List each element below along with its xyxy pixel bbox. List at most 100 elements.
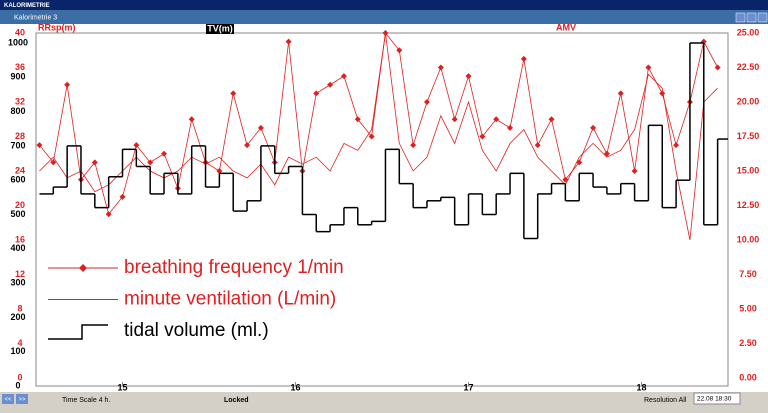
diamond-marker [479,133,486,140]
y2-tick-label: 25.00 [737,27,760,37]
diamond-marker [147,159,154,166]
diamond-marker [91,159,98,166]
y-tick-label: 28 [15,131,25,141]
diamond-marker [105,211,112,218]
diamond-marker [133,142,140,149]
y3-tick-label: 400 [10,243,25,253]
y3-tick-label: 900 [10,72,25,82]
prev-button[interactable] [2,394,14,404]
y2-axis-title: AMV [556,22,576,32]
next-button[interactable] [16,394,28,404]
legend-label: breathing frequency 1/min [124,257,344,278]
y3-tick-label: 300 [10,277,25,287]
y3-tick-label: 100 [10,346,25,356]
diamond-marker [520,55,527,62]
next-label: >> [18,397,26,403]
y2-tick-label: 17.50 [737,131,760,141]
diamond-marker [36,142,43,149]
x-tick-label: 16 [290,382,300,392]
plot-area [35,32,729,387]
y3-tick-label: 0 [15,380,20,390]
legend-symbol [48,324,108,340]
y2-tick-label: 12.50 [737,200,760,210]
diamond-marker [673,142,680,149]
diamond-marker [368,133,375,140]
y-tick-label: 12 [15,269,25,279]
y3-tick-label: 200 [10,312,25,322]
y-tick-label: 24 [15,165,25,175]
diamond-marker [188,116,195,123]
x-tick-label: 17 [463,382,473,392]
tv-label-box [206,24,234,34]
status-bar [0,392,768,408]
y2-tick-label: 22.50 [737,62,760,72]
plot: 0481216202428323640010020030040050060070… [8,27,759,392]
diamond-marker [645,64,652,71]
diamond-marker [493,116,500,123]
y-tick-label: 16 [15,234,25,244]
diamond-marker [534,142,541,149]
window-title: KALORIMETRIE [4,3,50,9]
timestamp-box[interactable] [693,392,741,405]
x-tick-label: 15 [117,382,127,392]
y3-tick-label: 1000 [8,37,28,47]
y-tick-label: 32 [15,96,25,106]
diamond-marker [64,81,71,88]
diamond-marker [161,150,168,157]
diamond-marker [548,116,555,123]
diamond-marker [465,73,472,80]
diamond-marker [285,38,292,45]
subtitle-bar [0,10,768,24]
y3-tick-label: 700 [10,140,25,150]
series-line [39,32,718,215]
legend-marker [79,264,87,272]
status: Locked [224,397,249,404]
diamond-marker [257,124,264,131]
window-subtitle: Kalorimetrie 3 [14,14,57,21]
diamond-marker [354,116,361,123]
prev-label: << [4,397,12,403]
legend-label: minute ventilation (L/min) [124,289,336,310]
diamond-marker [410,142,417,149]
diamond-marker [617,90,624,97]
y-tick-label: 20 [15,200,25,210]
y-tick-label: 40 [15,27,25,37]
y-axis-title: RRsp(m) [38,22,76,32]
x-tick-label: 18 [636,382,646,392]
maximize-button[interactable] [746,12,757,23]
diamond-marker [507,124,514,131]
close-button[interactable] [757,12,768,23]
y2-tick-label: 5.00 [739,303,757,313]
minimize-button[interactable] [735,12,746,23]
y2-tick-label: 15.00 [737,165,760,175]
y2-tick-label: 0.00 [739,372,757,382]
y2-tick-label: 20.00 [737,96,760,106]
time-scale: Time Scale 4 h. [62,397,110,404]
diamond-marker [327,81,334,88]
y2-tick-label: 10.00 [737,234,760,244]
y3-axis-title: TV(m) [207,23,233,33]
diamond-marker [714,64,721,71]
legend-label: tidal volume (ml.) [124,320,269,341]
diamond-marker [396,47,403,54]
diamond-marker [631,168,638,174]
diamond-marker [340,73,347,80]
diamond-marker [451,116,458,123]
diamond-marker [50,159,57,166]
y3-tick-label: 800 [10,106,25,116]
diamond-marker [437,64,444,71]
resolution: Resolution All [644,397,687,404]
diamond-marker [313,90,320,97]
diamond-marker [590,124,597,131]
y2-tick-label: 2.50 [739,338,757,348]
diamond-marker [119,193,126,200]
title-bar [0,0,768,10]
diamond-marker [230,90,237,97]
y-tick-label: 36 [15,62,25,72]
y-tick-label: 8 [17,303,22,313]
diamond-marker [216,168,223,174]
y3-tick-label: 500 [10,209,25,219]
diamond-marker [423,99,430,105]
